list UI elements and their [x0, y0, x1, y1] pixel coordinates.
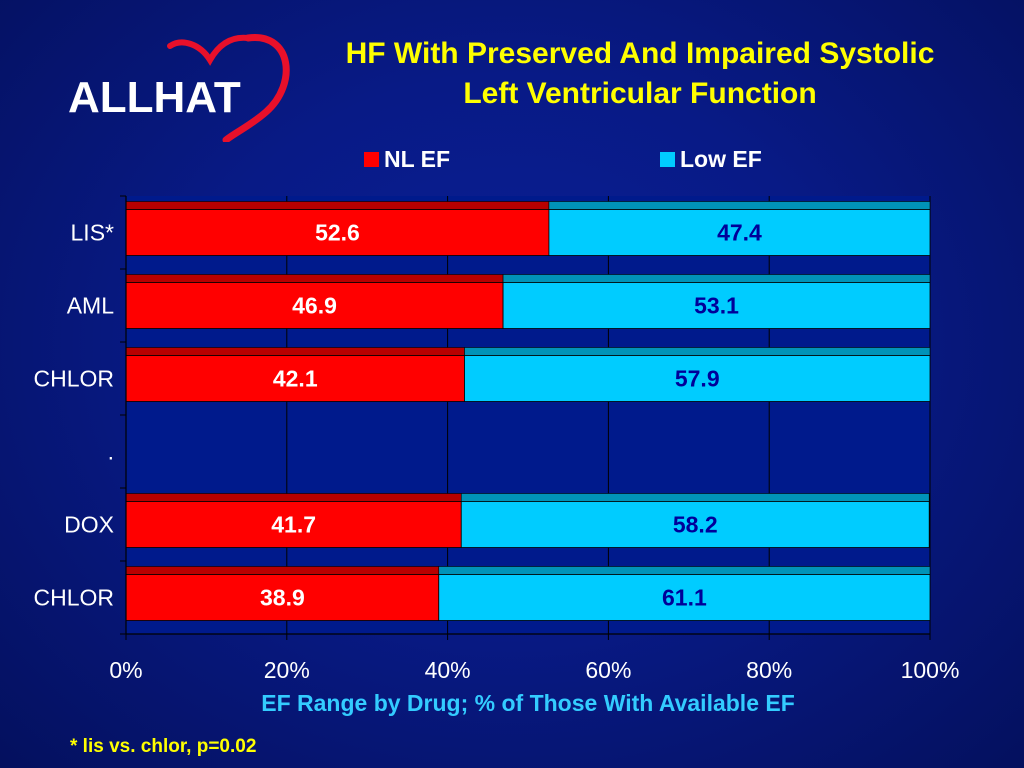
bar-nl-ef [125, 209, 550, 256]
bar-top-low-ef [548, 201, 931, 210]
legend-label-low-ef: Low EF [680, 146, 762, 172]
title-line-2: Left Ventricular Function [463, 77, 817, 110]
category-label: DOX [64, 512, 114, 538]
bar-top-low-ef [438, 566, 931, 575]
bar-top-low-ef [464, 347, 931, 356]
logo-text: ALLHAT [68, 73, 241, 122]
legend-item-nl-ef: NL EF [364, 146, 450, 173]
data-label: 46.9 [292, 293, 337, 319]
bar-low-ef [548, 209, 931, 256]
data-label: 38.9 [260, 585, 305, 611]
x-tick-label: 20% [264, 657, 310, 683]
data-label: 47.4 [717, 220, 762, 246]
data-label: 58.2 [673, 512, 718, 538]
data-label: 41.7 [271, 512, 316, 538]
bar-low-ef [438, 574, 931, 621]
bar-low-ef [502, 282, 931, 329]
bar-nl-ef [125, 574, 440, 621]
footnote: * lis vs. chlor, p=0.02 [70, 736, 257, 757]
x-tick-label: 100% [901, 657, 960, 683]
page-title: HF With Preserved And Impaired Systolic … [300, 34, 980, 114]
legend-item-low-ef: Low EF [660, 146, 762, 173]
data-label: 57.9 [675, 366, 720, 392]
bar-top-low-ef [502, 274, 931, 283]
category-label: CHLOR [33, 585, 114, 611]
category-label: . [108, 439, 114, 465]
bar-top-nl-ef [125, 493, 462, 502]
bar-nl-ef [125, 282, 504, 329]
x-tick-label: 60% [585, 657, 631, 683]
allhat-logo: ALLHAT [60, 32, 300, 142]
data-label: 42.1 [273, 366, 318, 392]
legend-swatch-low-ef [660, 152, 675, 167]
category-label: LIS* [71, 220, 115, 246]
data-label: 61.1 [662, 585, 707, 611]
heart-logo-icon [167, 34, 290, 142]
bar-nl-ef [125, 355, 465, 402]
bar-nl-ef [125, 501, 462, 548]
x-tick-label: 0% [109, 657, 142, 683]
x-tick-label: 40% [425, 657, 471, 683]
category-label: AML [67, 293, 115, 319]
bar-top-nl-ef [125, 201, 550, 210]
legend-label-nl-ef: NL EF [384, 146, 451, 172]
chart-legend: NL EF Low EF [360, 146, 820, 176]
bar-top-low-ef [460, 493, 930, 502]
bar-top-nl-ef [125, 274, 504, 283]
plot-area [126, 196, 930, 634]
category-label: CHLOR [33, 366, 114, 392]
bar-low-ef [464, 355, 931, 402]
data-label: 52.6 [315, 220, 360, 246]
bar-top-nl-ef [125, 347, 465, 356]
x-tick-label: 80% [746, 657, 792, 683]
legend-swatch-nl-ef [364, 152, 379, 167]
x-axis-label: EF Range by Drug; % of Those With Availa… [261, 690, 795, 716]
bar-low-ef [460, 501, 930, 548]
title-line-1: HF With Preserved And Impaired Systolic [345, 37, 935, 70]
data-label: 53.1 [694, 293, 739, 319]
bar-top-nl-ef [125, 566, 440, 575]
